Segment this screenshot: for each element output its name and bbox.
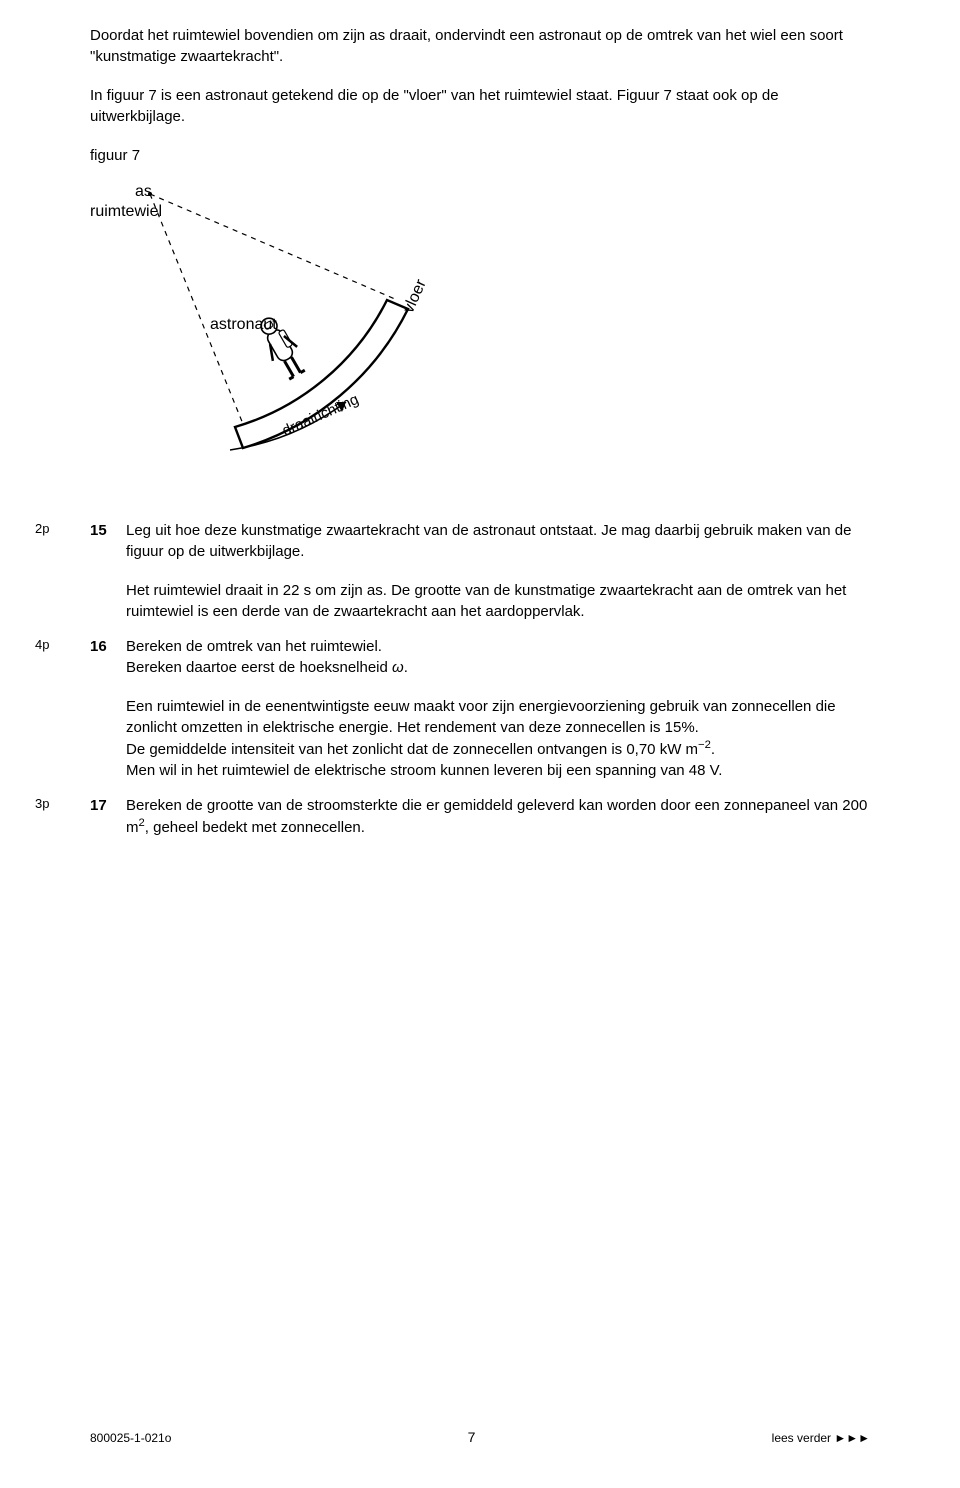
footer-page-number: 7: [468, 1428, 476, 1448]
q16-line1: Bereken de omtrek van het ruimtewiel.: [126, 638, 382, 655]
page: Doordat het ruimtewiel bovendien om zijn…: [0, 0, 960, 1488]
radius-right-dashed: [150, 194, 395, 299]
q17-post: , geheel bedekt met zonnecellen.: [145, 819, 365, 836]
intro-paragraph-1: Doordat het ruimtewiel bovendien om zijn…: [90, 25, 870, 67]
q15-number: 15: [90, 520, 126, 541]
axis-point-icon: [148, 192, 152, 196]
page-footer: 800025-1-021o 7 lees verder ►►►: [90, 1428, 870, 1448]
figure-7-svg: as ruimtewiel vloer: [90, 174, 450, 484]
label-vloer: vloer: [400, 276, 430, 315]
intro-p1-text: Doordat het ruimtewiel bovendien om zijn…: [90, 27, 843, 65]
figure-caption: figuur 7: [90, 145, 870, 166]
q16-follow-p1: Een ruimtewiel in de eenentwintigste eeu…: [126, 696, 870, 738]
q17-number: 17: [90, 795, 126, 816]
q17-text: Bereken de grootte van de stroomsterkte …: [126, 795, 870, 838]
q15-points: 2p: [35, 520, 90, 538]
question-16-row: 4p 16 Bereken de omtrek van het ruimtewi…: [90, 636, 870, 678]
q17-points: 3p: [35, 795, 90, 813]
radius-left-dashed: [150, 194, 243, 424]
q15-text: Leg uit hoe deze kunstmatige zwaartekrac…: [126, 520, 870, 562]
q16-follow-p3: Men wil in het ruimtewiel de elektrische…: [126, 760, 870, 781]
figure-7: as ruimtewiel vloer: [90, 174, 870, 490]
q16-points: 4p: [35, 636, 90, 654]
footer-read-on: lees verder ►►►: [772, 1430, 870, 1447]
intro-paragraph-2: In figuur 7 is een astronaut getekend di…: [90, 85, 870, 127]
q16-text: Bereken de omtrek van het ruimtewiel. Be…: [126, 636, 870, 678]
q15-followup-para: Het ruimtewiel draait in 22 s om zijn as…: [126, 580, 870, 622]
label-draairichting: draairichting: [280, 391, 362, 440]
q16-follow-p2-sup: −2: [698, 739, 711, 751]
q16-follow-p2-pre: De gemiddelde intensiteit van het zonlic…: [126, 741, 698, 758]
label-as: as: [135, 183, 152, 200]
question-17-row: 3p 17 Bereken de grootte van de stroomst…: [90, 795, 870, 838]
q16-followup-block: Een ruimtewiel in de eenentwintigste eeu…: [126, 696, 870, 781]
footer-doc-id: 800025-1-021o: [90, 1430, 171, 1447]
q15-follow-p1: Het ruimtewiel draait in 22 s om zijn as…: [126, 582, 846, 620]
question-15-row: 2p 15 Leg uit hoe deze kunstmatige zwaar…: [90, 520, 870, 562]
q16-follow-p2: De gemiddelde intensiteit van het zonlic…: [126, 738, 870, 760]
q16-omega: ω: [392, 659, 404, 676]
label-astronaut: astronaut: [210, 316, 277, 333]
q16-number: 16: [90, 636, 126, 657]
q16-follow-p2-post: .: [711, 741, 715, 758]
q16-line2-pre: Bereken daartoe eerst de hoeksnelheid: [126, 659, 392, 676]
intro-p2-text: In figuur 7 is een astronaut getekend di…: [90, 87, 779, 125]
label-ruimtewiel: ruimtewiel: [90, 203, 162, 220]
q16-line2-post: .: [404, 659, 408, 676]
